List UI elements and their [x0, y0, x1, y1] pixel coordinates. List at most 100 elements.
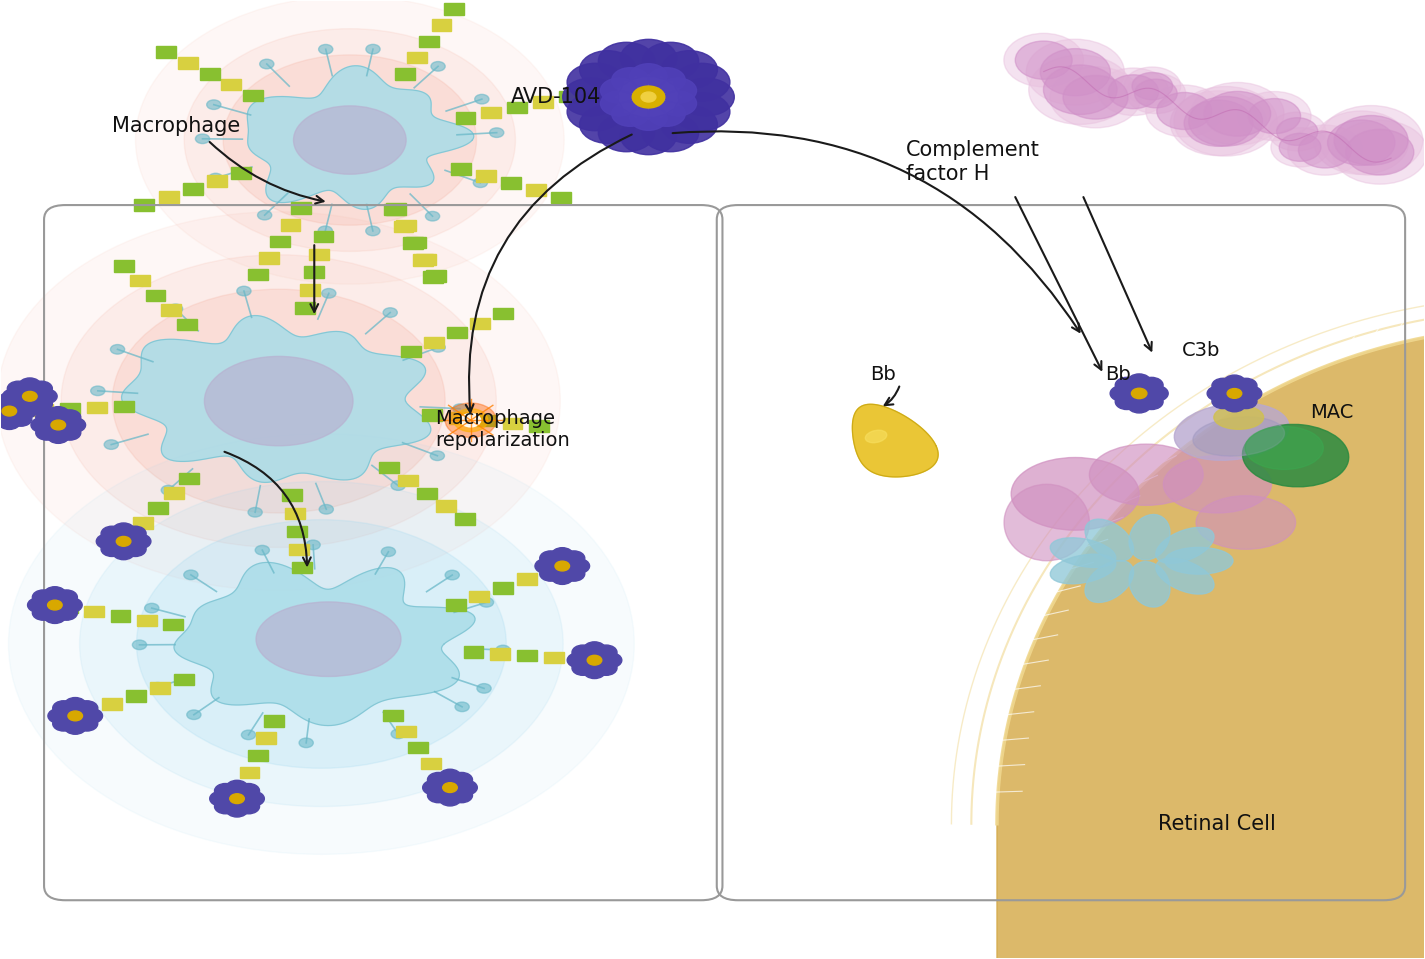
Ellipse shape — [1129, 515, 1170, 560]
Bar — [402, 346, 422, 358]
Circle shape — [630, 63, 667, 88]
Bar — [248, 269, 268, 280]
Bar — [456, 112, 476, 124]
Circle shape — [1040, 49, 1110, 96]
Circle shape — [1271, 128, 1330, 167]
Circle shape — [27, 597, 50, 613]
Circle shape — [1050, 67, 1141, 128]
Bar — [77, 706, 97, 717]
Circle shape — [255, 546, 269, 555]
Bar — [150, 682, 170, 693]
Circle shape — [674, 93, 730, 130]
Circle shape — [563, 567, 584, 581]
Circle shape — [1204, 91, 1271, 136]
Circle shape — [1332, 120, 1425, 184]
Bar — [259, 252, 279, 264]
Circle shape — [1328, 120, 1395, 165]
Polygon shape — [121, 316, 430, 482]
Circle shape — [479, 597, 493, 607]
Circle shape — [1224, 375, 1245, 389]
Circle shape — [1288, 125, 1362, 175]
Ellipse shape — [1196, 496, 1295, 550]
Circle shape — [390, 480, 405, 490]
Circle shape — [382, 547, 396, 556]
Bar — [6, 405, 26, 416]
Bar — [416, 253, 436, 265]
Circle shape — [33, 590, 54, 604]
Circle shape — [1238, 91, 1311, 141]
Bar — [409, 741, 429, 753]
Circle shape — [101, 526, 123, 541]
Circle shape — [248, 507, 262, 517]
Bar — [456, 513, 476, 525]
Circle shape — [224, 55, 476, 225]
Circle shape — [36, 409, 57, 425]
Circle shape — [567, 63, 623, 101]
Circle shape — [432, 342, 445, 352]
Bar — [285, 507, 305, 519]
Circle shape — [1248, 99, 1301, 133]
Bar — [314, 231, 333, 243]
Bar — [419, 35, 439, 47]
Circle shape — [1235, 394, 1257, 409]
Circle shape — [430, 451, 445, 460]
Circle shape — [1110, 386, 1133, 401]
Circle shape — [1116, 394, 1139, 409]
Bar — [443, 3, 463, 14]
Circle shape — [1235, 378, 1257, 393]
Circle shape — [145, 603, 160, 613]
Circle shape — [117, 536, 131, 547]
Bar — [182, 183, 202, 195]
Circle shape — [33, 605, 54, 620]
Circle shape — [101, 542, 123, 556]
Bar — [164, 487, 184, 499]
Circle shape — [19, 378, 41, 392]
Circle shape — [1280, 133, 1321, 161]
Bar — [559, 91, 579, 103]
Circle shape — [319, 44, 333, 54]
Circle shape — [110, 344, 124, 354]
Circle shape — [1191, 82, 1284, 145]
Bar — [265, 715, 285, 727]
Circle shape — [215, 799, 237, 814]
Bar — [158, 192, 178, 202]
Circle shape — [445, 403, 496, 437]
Bar — [526, 184, 546, 196]
Circle shape — [430, 61, 445, 71]
Bar — [533, 96, 553, 107]
Circle shape — [600, 653, 621, 667]
Bar — [111, 610, 131, 621]
Polygon shape — [248, 66, 473, 209]
Circle shape — [633, 86, 665, 108]
Bar — [470, 317, 490, 329]
Bar — [446, 599, 466, 611]
Circle shape — [563, 550, 584, 566]
Bar — [292, 562, 312, 573]
Bar — [426, 270, 446, 282]
Circle shape — [187, 710, 201, 719]
Bar — [425, 337, 445, 348]
Text: MAC: MAC — [1310, 403, 1354, 422]
Circle shape — [36, 426, 57, 440]
Circle shape — [383, 308, 398, 317]
Circle shape — [1116, 377, 1139, 393]
Circle shape — [1026, 39, 1124, 105]
Circle shape — [135, 0, 564, 284]
Circle shape — [567, 93, 623, 130]
Circle shape — [1345, 129, 1414, 175]
Ellipse shape — [1050, 554, 1116, 584]
Circle shape — [1131, 388, 1147, 399]
Circle shape — [31, 418, 53, 433]
Circle shape — [184, 570, 198, 579]
Bar — [395, 68, 415, 80]
Bar — [145, 290, 165, 301]
Circle shape — [439, 769, 460, 784]
Circle shape — [1298, 132, 1352, 168]
Circle shape — [641, 92, 656, 102]
Bar — [393, 221, 413, 232]
Circle shape — [534, 559, 557, 573]
Circle shape — [195, 134, 209, 144]
Circle shape — [1134, 80, 1177, 107]
Bar — [383, 203, 403, 215]
Circle shape — [237, 287, 251, 295]
